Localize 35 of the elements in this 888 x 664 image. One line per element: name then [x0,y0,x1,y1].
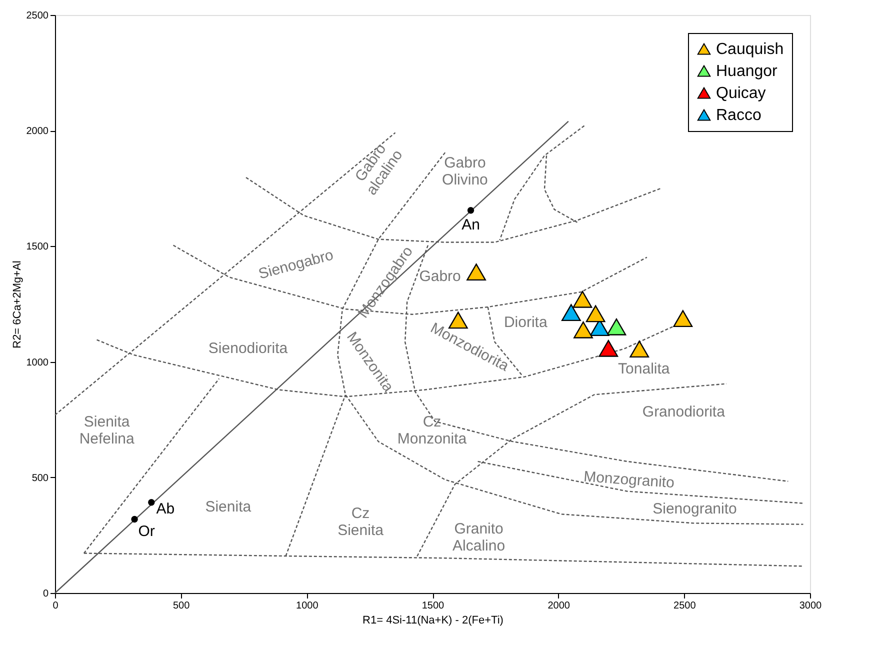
x-tick-label: 1000 [296,600,319,612]
legend-label: Quicay [716,85,766,102]
y-tick-label: 1000 [26,357,49,368]
annotation: Sienogranito [652,500,737,518]
annotation: An [462,216,480,234]
annotation: Sienodiorita [208,340,288,357]
annotation: Cz Sienita [338,505,384,540]
annotation: Gabro [419,268,461,286]
annotation: Granodiorita [642,404,726,421]
x-tick-label: 2000 [548,600,570,612]
annotation: Or [138,523,155,540]
x-tick-label: 3000 [799,600,822,612]
legend-label: Huangor [716,63,778,80]
annotation: Diorita [504,314,548,332]
y-tick-label: 500 [32,472,49,484]
x-tick-label: 2500 [674,600,696,612]
y-tick-label: 0 [42,588,49,600]
y-tick-label: 1500 [26,242,49,253]
annotation: Cz Monzonita [397,414,468,448]
x-tick-label: 0 [52,600,59,612]
x-tick-label: 1500 [422,600,445,612]
annotation: Gabro Olivino [442,154,488,189]
annotation: Ab [156,500,175,518]
x-tick-label: 500 [172,600,190,612]
x-axis-title: R1= 4Si-11(Na+K) - 2(Fe+Ti) [362,614,504,626]
y-tick-label: 2000 [26,126,49,138]
annotation: Granito Alcalino [452,520,506,554]
legend-label: Cauquish [716,41,784,58]
annotation: Sienita Nefelina [79,414,136,448]
y-axis-title: R2= 6Ca+2Mg+Al [11,260,24,348]
annotation: Tonalita [618,360,670,378]
legend-label: Racco [716,107,762,124]
annotation: Sienita [205,498,252,516]
y-tick-label: 2500 [26,10,49,22]
annotation: Monzogranito [583,468,675,492]
